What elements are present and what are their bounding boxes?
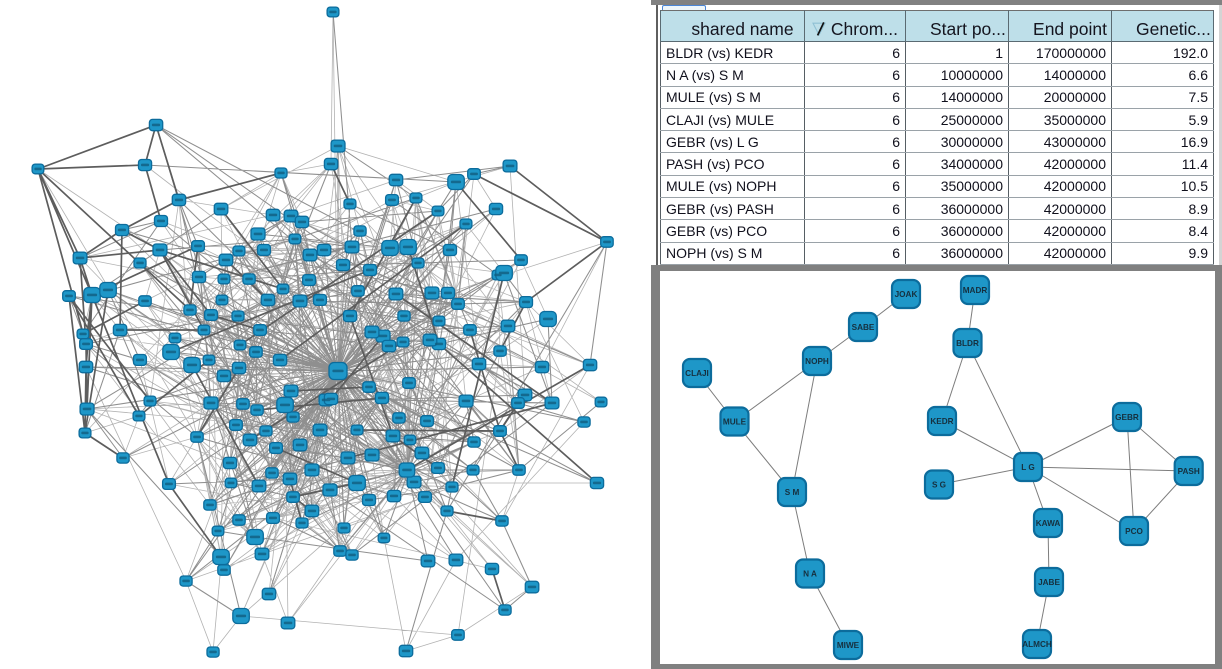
svg-text:PCO: PCO xyxy=(1125,527,1143,536)
svg-text:S M: S M xyxy=(785,488,800,497)
svg-text:ALMCH: ALMCH xyxy=(1022,640,1052,649)
svg-text:S G: S G xyxy=(932,480,946,489)
svg-text:MIWE: MIWE xyxy=(837,641,860,650)
svg-text:L G: L G xyxy=(1021,463,1035,472)
svg-text:PASH: PASH xyxy=(1178,467,1200,476)
svg-text:KEDR: KEDR xyxy=(930,417,953,426)
svg-text:MADR: MADR xyxy=(963,286,988,295)
svg-text:CLAJI: CLAJI xyxy=(685,369,709,378)
svg-text:NOPH: NOPH xyxy=(805,357,829,366)
svg-text:BLDR: BLDR xyxy=(956,339,979,348)
svg-text:N A: N A xyxy=(803,569,817,578)
svg-text:JABE: JABE xyxy=(1038,578,1060,587)
svg-text:JOAK: JOAK xyxy=(895,290,918,299)
svg-text:MULE: MULE xyxy=(723,417,747,426)
svg-text:GEBR: GEBR xyxy=(1115,413,1139,422)
svg-text:SABE: SABE xyxy=(852,323,875,332)
svg-text:KAWA: KAWA xyxy=(1036,519,1061,528)
